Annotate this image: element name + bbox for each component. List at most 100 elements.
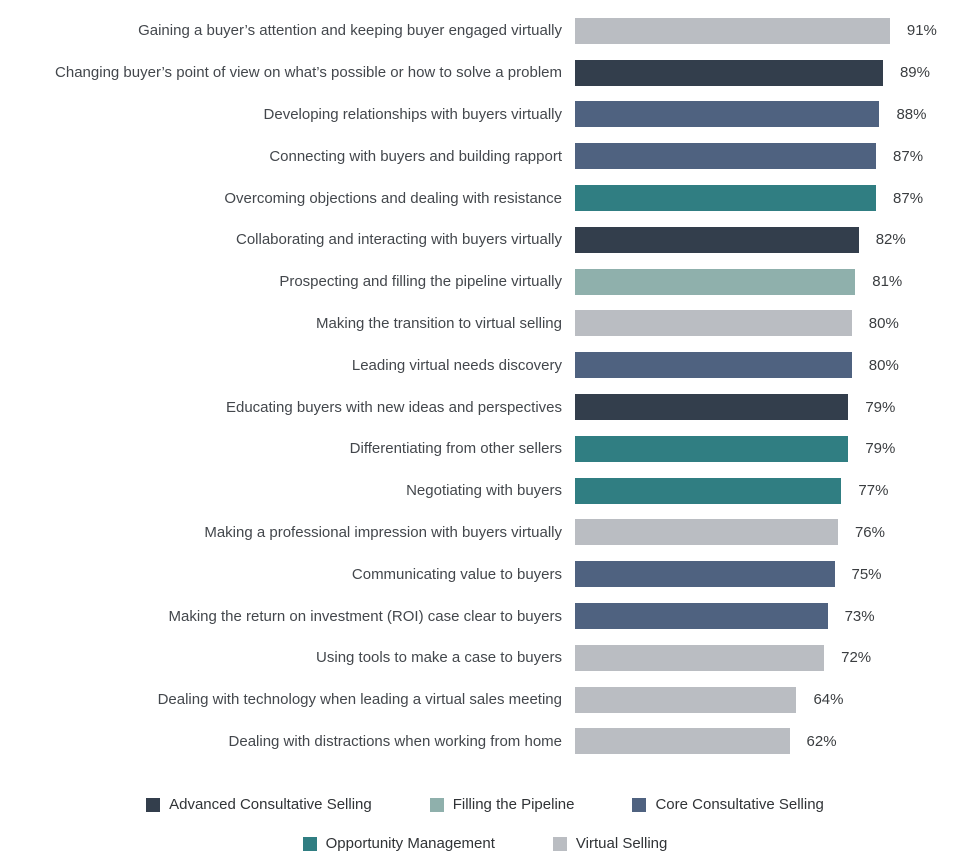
- bar-label: Changing buyer’s point of view on what’s…: [55, 64, 562, 82]
- bar-label: Gaining a buyer’s attention and keeping …: [138, 22, 562, 40]
- bar-label: Using tools to make a case to buyers: [316, 649, 562, 667]
- legend-label: Core Consultative Selling: [655, 796, 824, 814]
- bar-value-label: 62%: [806, 732, 837, 750]
- bar: [575, 603, 828, 630]
- bar: [575, 477, 842, 504]
- bar-label: Educating buyers with new ideas and pers…: [225, 398, 562, 416]
- bar: [575, 561, 835, 588]
- bar-label: Leading virtual needs discovery: [351, 356, 562, 374]
- bar-value-label: 87%: [893, 189, 924, 207]
- bar-area: 82%: [575, 226, 906, 253]
- bar-area: 62%: [575, 728, 837, 755]
- bar-value-label: 82%: [875, 231, 906, 249]
- bar-value-label: 88%: [896, 105, 927, 123]
- bar-label: Making the transition to virtual selling: [316, 314, 562, 332]
- bar-value-label: 89%: [899, 64, 930, 82]
- bar: [575, 185, 877, 212]
- bar: [575, 268, 856, 295]
- bar-value-label: 76%: [854, 523, 885, 541]
- bar-value-label: 79%: [865, 440, 896, 458]
- bar-row: Leading virtual needs discovery 80%: [0, 344, 970, 386]
- bar-row: Making a professional impression with bu…: [0, 512, 970, 554]
- legend-item: Advanced Consultative Selling: [146, 796, 372, 813]
- bar-row: Changing buyer’s point of view on what’s…: [0, 52, 970, 94]
- bar-area: 87%: [575, 143, 924, 170]
- bar-value-label: 75%: [851, 565, 882, 583]
- legend-row: Advanced Consultative Selling Filling th…: [0, 785, 970, 824]
- bar-label: Making the return on investment (ROI) ca…: [168, 607, 562, 625]
- legend-swatch: [146, 797, 161, 812]
- bar-area: 81%: [575, 268, 903, 295]
- bar: [575, 226, 859, 253]
- bar-row: Overcoming objections and dealing with r…: [0, 177, 970, 219]
- bar-label: Dealing with distractions when working f…: [228, 732, 562, 750]
- bar-row: Connecting with buyers and building rapp…: [0, 135, 970, 177]
- bar: [575, 435, 849, 462]
- bar-value-label: 73%: [844, 607, 875, 625]
- legend-swatch: [429, 797, 444, 812]
- legend-label: Filling the Pipeline: [452, 796, 575, 814]
- legend-label: Advanced Consultative Selling: [169, 796, 372, 814]
- bar-area: 91%: [575, 17, 937, 44]
- bar-value-label: 72%: [841, 649, 872, 667]
- bar-area: 79%: [575, 394, 896, 421]
- legend-item: Opportunity Management: [302, 835, 495, 853]
- bar-area: 73%: [575, 603, 875, 630]
- bar-area: 87%: [575, 185, 924, 212]
- bar-area: 75%: [575, 561, 882, 588]
- bar-row: Negotiating with buyers 77%: [0, 470, 970, 512]
- bar-row: Collaborating and interacting with buyer…: [0, 219, 970, 261]
- bar-label: Making a professional impression with bu…: [204, 523, 562, 541]
- bar: [575, 310, 852, 337]
- bar-value-label: 64%: [813, 691, 844, 709]
- bar-value-label: 80%: [868, 356, 899, 374]
- bar-value-label: 79%: [865, 398, 896, 416]
- bar-label: Differentiating from other sellers: [349, 440, 562, 458]
- bar: [575, 17, 890, 44]
- bar-value-label: 91%: [906, 22, 937, 40]
- bar-value-label: 81%: [872, 273, 903, 291]
- bar: [575, 728, 790, 755]
- bar-area: 80%: [575, 352, 899, 379]
- bar-label: Connecting with buyers and building rapp…: [269, 147, 562, 165]
- bar: [575, 519, 838, 546]
- bar-area: 76%: [575, 519, 885, 546]
- bar-label: Developing relationships with buyers vir…: [263, 105, 562, 123]
- bar: [575, 644, 825, 671]
- bar-row: Communicating value to buyers 75%: [0, 553, 970, 595]
- bar-label: Communicating value to buyers: [351, 565, 562, 583]
- bar-row: Dealing with distractions when working f…: [0, 721, 970, 763]
- bar-value-label: 77%: [858, 482, 889, 500]
- bar-value-label: 87%: [893, 147, 924, 165]
- bar: [575, 352, 852, 379]
- bar: [575, 101, 880, 128]
- bar-row: Differentiating from other sellers 79%: [0, 428, 970, 470]
- bar: [575, 394, 849, 421]
- bar-row: Dealing with technology when leading a v…: [0, 679, 970, 721]
- bar-row: Using tools to make a case to buyers 72%: [0, 637, 970, 679]
- legend-label: Opportunity Management: [325, 835, 495, 853]
- bar-label: Prospecting and filling the pipeline vir…: [279, 273, 562, 291]
- bar: [575, 143, 877, 170]
- bar-row: Educating buyers with new ideas and pers…: [0, 386, 970, 428]
- legend-item: Core Consultative Selling: [632, 796, 824, 814]
- bar-label: Overcoming objections and dealing with r…: [224, 189, 562, 207]
- bar-area: 77%: [575, 477, 889, 504]
- legend-swatch: [632, 797, 647, 812]
- legend-swatch: [552, 836, 567, 851]
- bar-row: Developing relationships with buyers vir…: [0, 94, 970, 136]
- bar-row: Making the transition to virtual selling…: [0, 303, 970, 345]
- bar-area: 89%: [575, 59, 930, 86]
- legend-item: Filling the Pipeline: [429, 796, 575, 814]
- bar-area: 80%: [575, 310, 899, 337]
- bar-area: 88%: [575, 101, 927, 128]
- bar-rows: Gaining a buyer’s attention and keeping …: [0, 10, 970, 762]
- bar-area: 72%: [575, 644, 872, 671]
- bar: [575, 686, 797, 713]
- legend-swatch: [302, 836, 317, 851]
- bar-area: 79%: [575, 435, 896, 462]
- bar: [575, 59, 883, 86]
- bar-row: Making the return on investment (ROI) ca…: [0, 595, 970, 637]
- legend-row: Opportunity Management Virtual Selling: [0, 824, 970, 863]
